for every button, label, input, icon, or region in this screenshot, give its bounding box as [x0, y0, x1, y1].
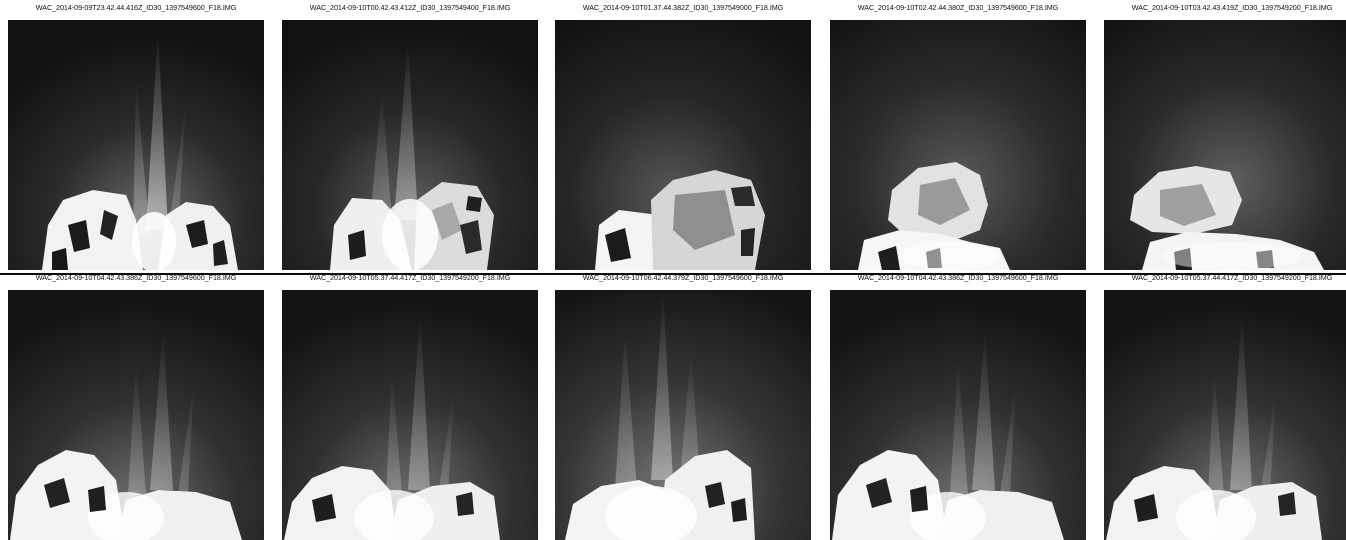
- comet-image-panel: WAC_2014-09-10T00.42.43.412Z_ID30_139754…: [282, 0, 538, 270]
- image-caption: WAC_2014-09-10T05.37.44.417Z_ID30_139754…: [309, 273, 511, 282]
- comet-image: [1104, 20, 1346, 270]
- image-caption: WAC_2014-09-10T00.42.43.412Z_ID30_139754…: [309, 3, 511, 12]
- comet-image-panel: WAC_2014-09-10T05.37.44.417Z_ID30_139754…: [282, 270, 538, 540]
- image-caption: WAC_2014-09-09T23.42.44.416Z_ID30_139754…: [35, 3, 237, 12]
- image-caption: WAC_2014-09-10T04.42.43.386Z_ID30_139754…: [857, 273, 1059, 282]
- comet-image-panel: WAC_2014-09-10T06.42.44.379Z_ID30_139754…: [555, 270, 811, 540]
- comet-image-panel: WAC_2014-09-10T02.42.44.380Z_ID30_139754…: [830, 0, 1086, 270]
- image-caption: WAC_2014-09-10T03.42.43.419Z_ID30_139754…: [1131, 3, 1333, 12]
- comet-image-panel: WAC_2014-09-10T03.42.43.419Z_ID30_139754…: [1104, 0, 1346, 270]
- image-caption: WAC_2014-09-10T02.42.44.380Z_ID30_139754…: [857, 3, 1059, 12]
- comet-image: [8, 290, 264, 540]
- row-divider: [0, 273, 1346, 275]
- image-caption: WAC_2014-09-10T05.37.44.417Z_ID30_139754…: [1131, 273, 1333, 282]
- comet-image-panel: WAC_2014-09-10T05.37.44.417Z_ID30_139754…: [1104, 270, 1346, 540]
- comet-image: [8, 20, 264, 270]
- comet-image: [555, 20, 811, 270]
- comet-image-panel: WAC_2014-09-10T04.42.43.386Z_ID30_139754…: [8, 270, 264, 540]
- comet-image: [830, 20, 1086, 270]
- comet-image: [282, 290, 538, 540]
- comet-image: [555, 290, 811, 540]
- comet-image-panel: WAC_2014-09-10T01.37.44.382Z_ID30_139754…: [555, 0, 811, 270]
- comet-image-panel: WAC_2014-09-10T04.42.43.386Z_ID30_139754…: [830, 270, 1086, 540]
- image-caption: WAC_2014-09-10T06.42.44.379Z_ID30_139754…: [582, 273, 784, 282]
- image-caption: WAC_2014-09-10T01.37.44.382Z_ID30_139754…: [582, 3, 784, 12]
- image-caption: WAC_2014-09-10T04.42.43.386Z_ID30_139754…: [35, 273, 237, 282]
- comet-image: [830, 290, 1086, 540]
- comet-image: [282, 20, 538, 270]
- comet-image-panel: WAC_2014-09-09T23.42.44.416Z_ID30_139754…: [8, 0, 264, 270]
- comet-image: [1104, 290, 1346, 540]
